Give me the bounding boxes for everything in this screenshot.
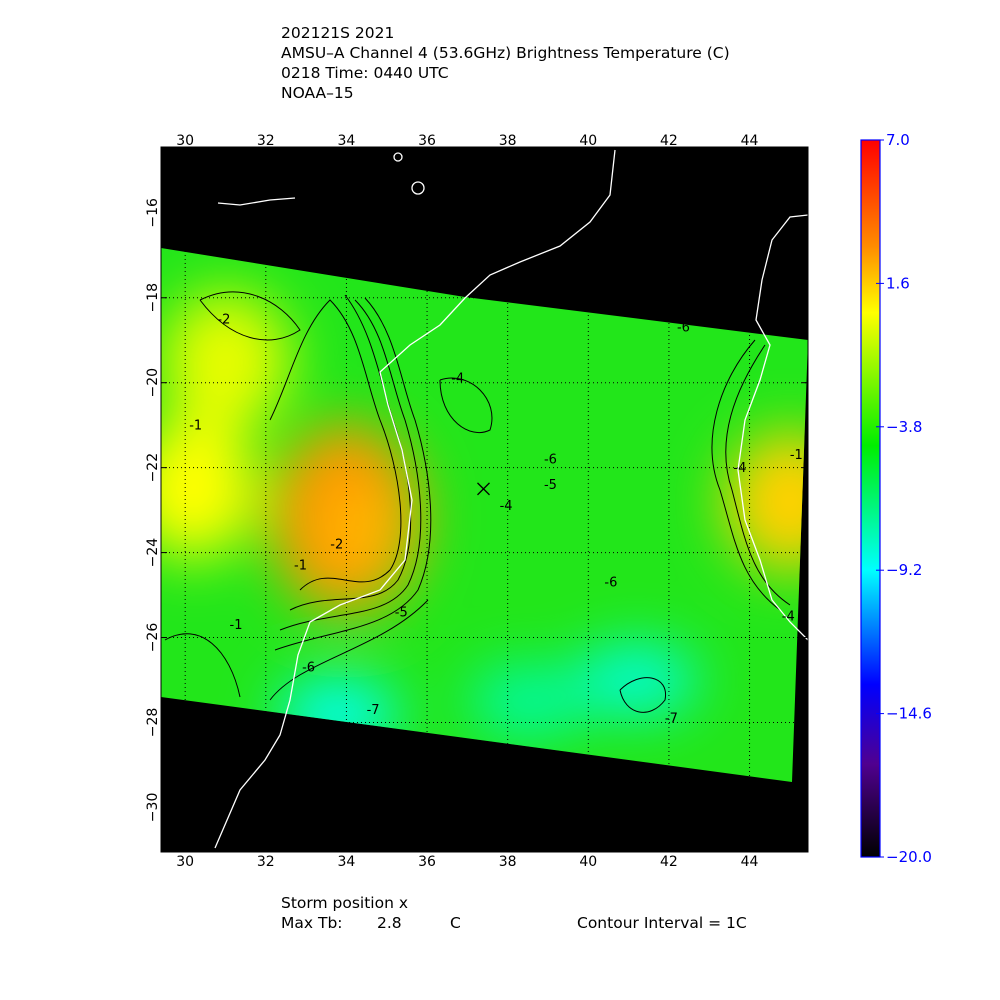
warm-region (161, 291, 291, 432)
coastline-island (393, 152, 403, 162)
contour-label: -1 (294, 559, 307, 574)
contour-label: -1 (189, 418, 202, 433)
colorbar (860, 139, 881, 858)
tick-label-top: 34 (338, 133, 356, 149)
contour-label: -4 (500, 499, 513, 514)
contour-label: -4 (451, 372, 464, 387)
tick-label-left: −26 (145, 623, 161, 653)
contour-label: -6 (544, 452, 557, 467)
colorbar-tick-label: −3.8 (886, 418, 922, 436)
tick-label-top: 36 (418, 133, 436, 149)
tick-label-bottom: 44 (741, 854, 759, 870)
tick-label-left: −24 (145, 538, 161, 568)
title-line-1: 202121S 2021 (281, 24, 395, 42)
contour-label: -2 (330, 537, 343, 552)
tick-label-bottom: 42 (660, 854, 678, 870)
tick-label-bottom: 30 (176, 854, 194, 870)
tick-label-right: −22 (810, 453, 826, 483)
coastline-madagascar (737, 214, 809, 641)
coastline-africa (214, 149, 616, 849)
contour-label: -5 (395, 605, 408, 620)
storm-position-marker (477, 482, 490, 496)
tick-label-right: −28 (810, 708, 826, 738)
contour-line (164, 633, 241, 698)
tick-label-left: −18 (145, 283, 161, 313)
contour-line (711, 339, 781, 611)
colorbar-tick-label: 1.6 (886, 274, 910, 292)
contour-line (274, 297, 432, 651)
tick-label-right: −30 (810, 793, 826, 823)
contour-label: -4 (733, 461, 746, 476)
tick-label-bottom: 38 (499, 854, 517, 870)
contour-line (439, 377, 493, 433)
tick-label-top: 40 (579, 133, 597, 149)
contour-interval: Contour Interval = 1C (577, 914, 747, 932)
tick-label-left: −28 (145, 708, 161, 738)
contour-line (269, 599, 429, 701)
swath (161, 248, 808, 782)
contour-line (289, 294, 412, 611)
contour-line (279, 299, 422, 631)
contour-line (725, 344, 791, 606)
storm-position-label: Storm position x (281, 894, 409, 912)
coastline-island (217, 197, 296, 206)
max-tb-value: 2.8 (377, 914, 402, 932)
warm-core (326, 483, 397, 574)
contour-label: -6 (302, 661, 315, 676)
tick-label-right: −20 (810, 368, 826, 398)
tick-label-bottom: 40 (579, 854, 597, 870)
warm-region (724, 431, 808, 572)
tick-label-right: −26 (810, 623, 826, 653)
tick-label-left: −20 (145, 368, 161, 398)
colorbar-tick-label: −20.0 (886, 848, 932, 866)
title-line-2: AMSU–A Channel 4 (53.6GHz) Brightness Te… (281, 44, 730, 62)
contour-line (269, 299, 402, 591)
tick-label-left: −22 (145, 453, 161, 483)
contour-label: -6 (604, 576, 617, 591)
warm-region (161, 418, 259, 559)
tick-label-right: −18 (810, 283, 826, 313)
contour-label: -2 (217, 312, 230, 327)
contour-line (199, 291, 301, 341)
contour-label: -5 (544, 478, 557, 493)
contour-label: -1 (230, 618, 243, 633)
colorbar-tick-label: −14.6 (886, 705, 932, 723)
contour-line (619, 677, 666, 713)
coastline-island (411, 181, 425, 195)
max-tb-unit: C (450, 914, 461, 932)
colorbar-tick-label: −9.2 (886, 561, 922, 579)
title-line-4: NOAA–15 (281, 84, 354, 102)
plot-frame (160, 146, 809, 853)
max-tb-label: Max Tb: (281, 914, 343, 932)
contour-label: -7 (367, 703, 380, 718)
tick-label-bottom: 36 (418, 854, 436, 870)
tick-label-left: −16 (145, 198, 161, 228)
tick-label-top: 32 (257, 133, 275, 149)
tick-label-left: −30 (145, 793, 161, 823)
tick-label-top: 30 (176, 133, 194, 149)
title-line-3: 0218 Time: 0440 UTC (281, 64, 449, 82)
colorbar-tick-label: 7.0 (886, 131, 910, 149)
tick-label-top: 44 (741, 133, 759, 149)
tick-label-top: 38 (499, 133, 517, 149)
tick-label-bottom: 34 (338, 854, 356, 870)
contour-label: -6 (677, 321, 690, 336)
contour-label: -1 (790, 448, 803, 463)
cool-region (467, 666, 588, 737)
tick-label-bottom: 32 (257, 854, 275, 870)
tick-label-right: −16 (810, 198, 826, 228)
cool-region (576, 644, 697, 715)
tick-label-right: −24 (810, 538, 826, 568)
contour-label: -7 (665, 711, 678, 726)
tick-label-top: 42 (660, 133, 678, 149)
contour-label: -4 (782, 610, 795, 625)
